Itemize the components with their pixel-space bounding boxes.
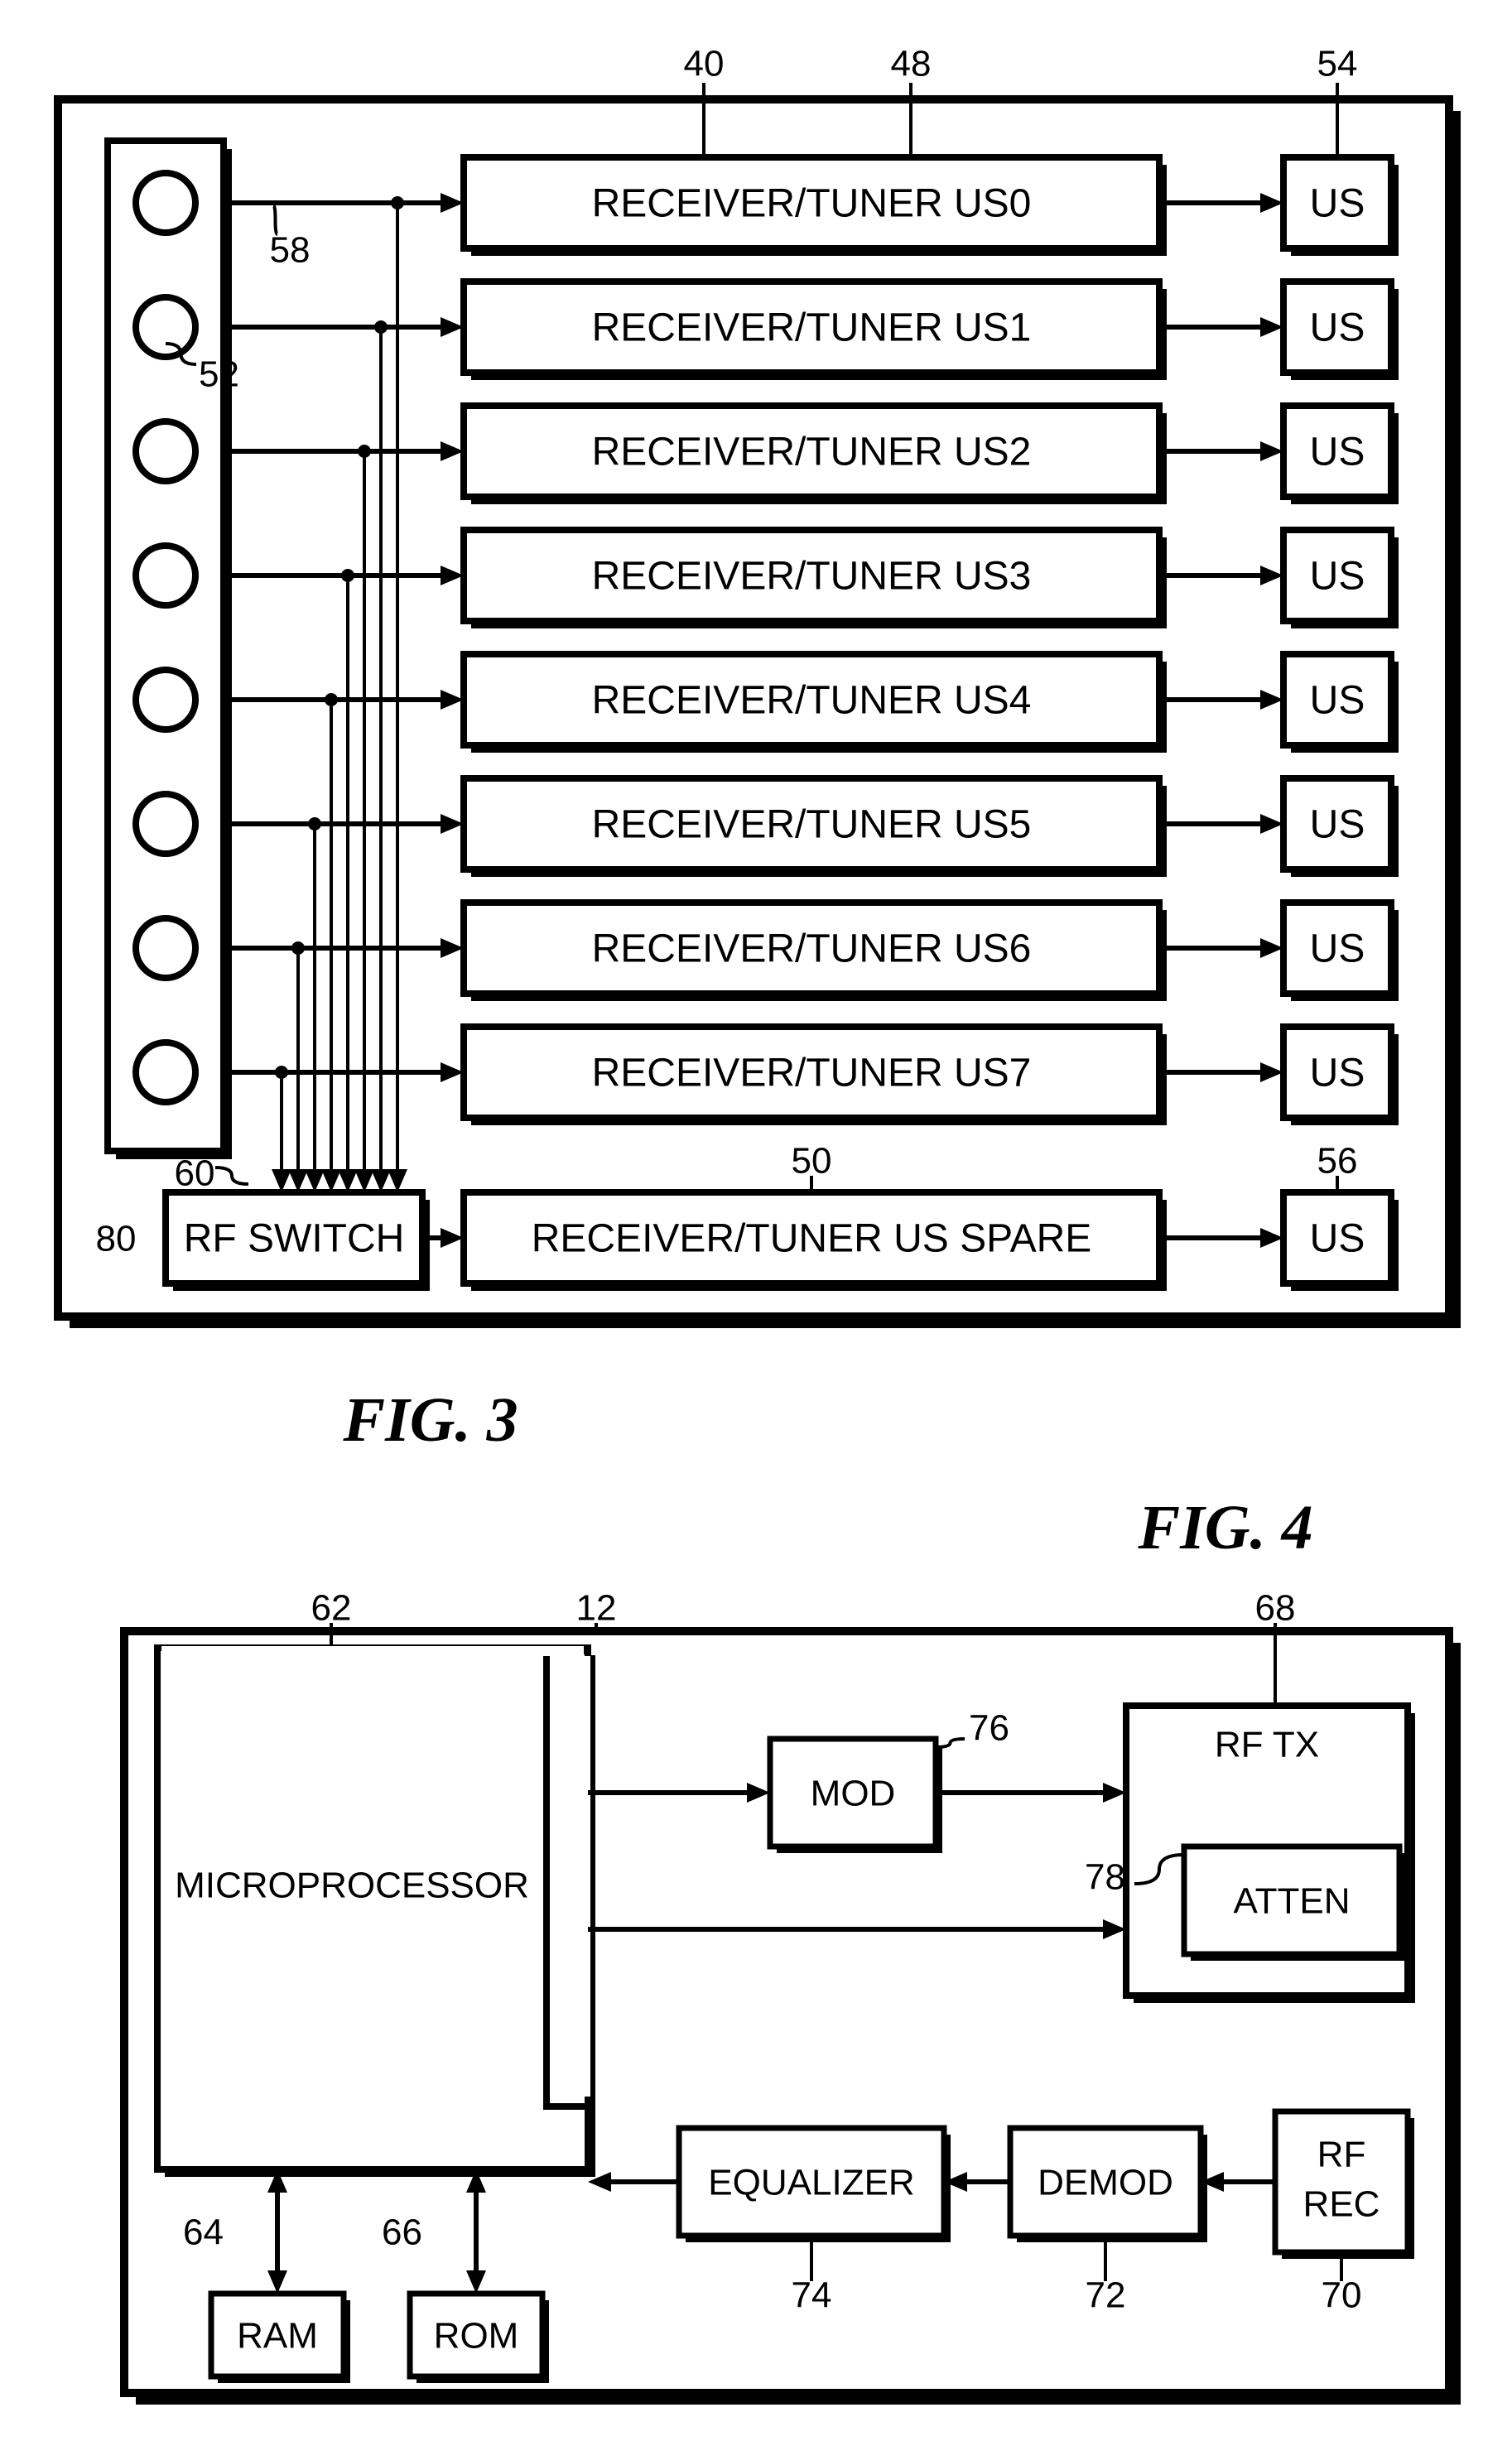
micro-box bbox=[157, 1648, 588, 2169]
ref-54: 54 bbox=[1317, 44, 1358, 84]
ref-40: 40 bbox=[684, 44, 725, 84]
ref-12: 12 bbox=[576, 1588, 617, 1629]
us-label-7: US bbox=[1310, 1052, 1365, 1095]
port-4 bbox=[136, 670, 195, 729]
ref-76: 76 bbox=[969, 1708, 1009, 1749]
ref-68: 68 bbox=[1255, 1588, 1296, 1629]
micro-notch-open bbox=[580, 1656, 590, 2097]
us-label-0: US bbox=[1310, 182, 1365, 226]
ram-label: RAM bbox=[237, 2316, 318, 2357]
rf-switch-label: RF SWITCH bbox=[184, 1217, 405, 1261]
rfrec-label-2: REC bbox=[1303, 2184, 1380, 2225]
micro-label: MICROPROCESSOR bbox=[175, 1866, 529, 1906]
fig4-title: FIG. 4 bbox=[1137, 1493, 1312, 1562]
ref-52: 52 bbox=[199, 354, 239, 395]
atten-label: ATTEN bbox=[1234, 1881, 1351, 1922]
rfrec-box bbox=[1275, 2111, 1408, 2252]
us-label-3: US bbox=[1310, 555, 1365, 599]
port-0 bbox=[136, 173, 195, 233]
mod-label: MOD bbox=[811, 1774, 896, 1814]
us-spare-label: US bbox=[1310, 1217, 1365, 1261]
port-2 bbox=[136, 421, 195, 481]
port-3 bbox=[136, 546, 195, 605]
receiver-7-label: RECEIVER/TUNER US7 bbox=[592, 1052, 1032, 1095]
ref-56: 56 bbox=[1317, 1141, 1358, 1182]
ref-50: 50 bbox=[792, 1141, 832, 1182]
ref-78: 78 bbox=[1085, 1857, 1125, 1898]
receiver-spare-label: RECEIVER/TUNER US SPARE bbox=[532, 1217, 1092, 1261]
us-label-4: US bbox=[1310, 679, 1365, 723]
us-label-6: US bbox=[1310, 927, 1365, 971]
ref-66: 66 bbox=[382, 2212, 422, 2253]
port-column bbox=[108, 141, 224, 1151]
receiver-4-label: RECEIVER/TUNER US4 bbox=[592, 679, 1032, 723]
rftx-label: RF TX bbox=[1215, 1725, 1319, 1765]
ref-62: 62 bbox=[311, 1588, 352, 1629]
receiver-1-label: RECEIVER/TUNER US1 bbox=[592, 306, 1032, 350]
receiver-6-label: RECEIVER/TUNER US6 bbox=[592, 927, 1032, 971]
us-label-2: US bbox=[1310, 431, 1365, 474]
port-5 bbox=[136, 794, 195, 854]
ref-60: 60 bbox=[175, 1153, 215, 1194]
ref-58: 58 bbox=[270, 230, 311, 271]
ref-64: 64 bbox=[183, 2212, 224, 2253]
ref-48: 48 bbox=[891, 44, 932, 84]
receiver-0-label: RECEIVER/TUNER US0 bbox=[592, 182, 1032, 226]
us-label-5: US bbox=[1310, 803, 1365, 847]
rfrec-label-1: RF bbox=[1317, 2135, 1366, 2175]
receiver-2-label: RECEIVER/TUNER US2 bbox=[592, 431, 1032, 474]
receiver-5-label: RECEIVER/TUNER US5 bbox=[592, 803, 1032, 847]
ref-80: 80 bbox=[96, 1219, 137, 1259]
fig3-title: FIG. 3 bbox=[342, 1385, 518, 1455]
rom-label: ROM bbox=[434, 2316, 519, 2357]
micro-top-merge bbox=[161, 1646, 584, 1656]
us-label-1: US bbox=[1310, 306, 1365, 350]
equalizer-label: EQUALIZER bbox=[708, 2163, 914, 2203]
demod-label: DEMOD bbox=[1038, 2163, 1173, 2203]
port-1 bbox=[136, 297, 195, 357]
port-6 bbox=[136, 918, 195, 978]
receiver-3-label: RECEIVER/TUNER US3 bbox=[592, 555, 1032, 599]
port-7 bbox=[136, 1042, 195, 1102]
